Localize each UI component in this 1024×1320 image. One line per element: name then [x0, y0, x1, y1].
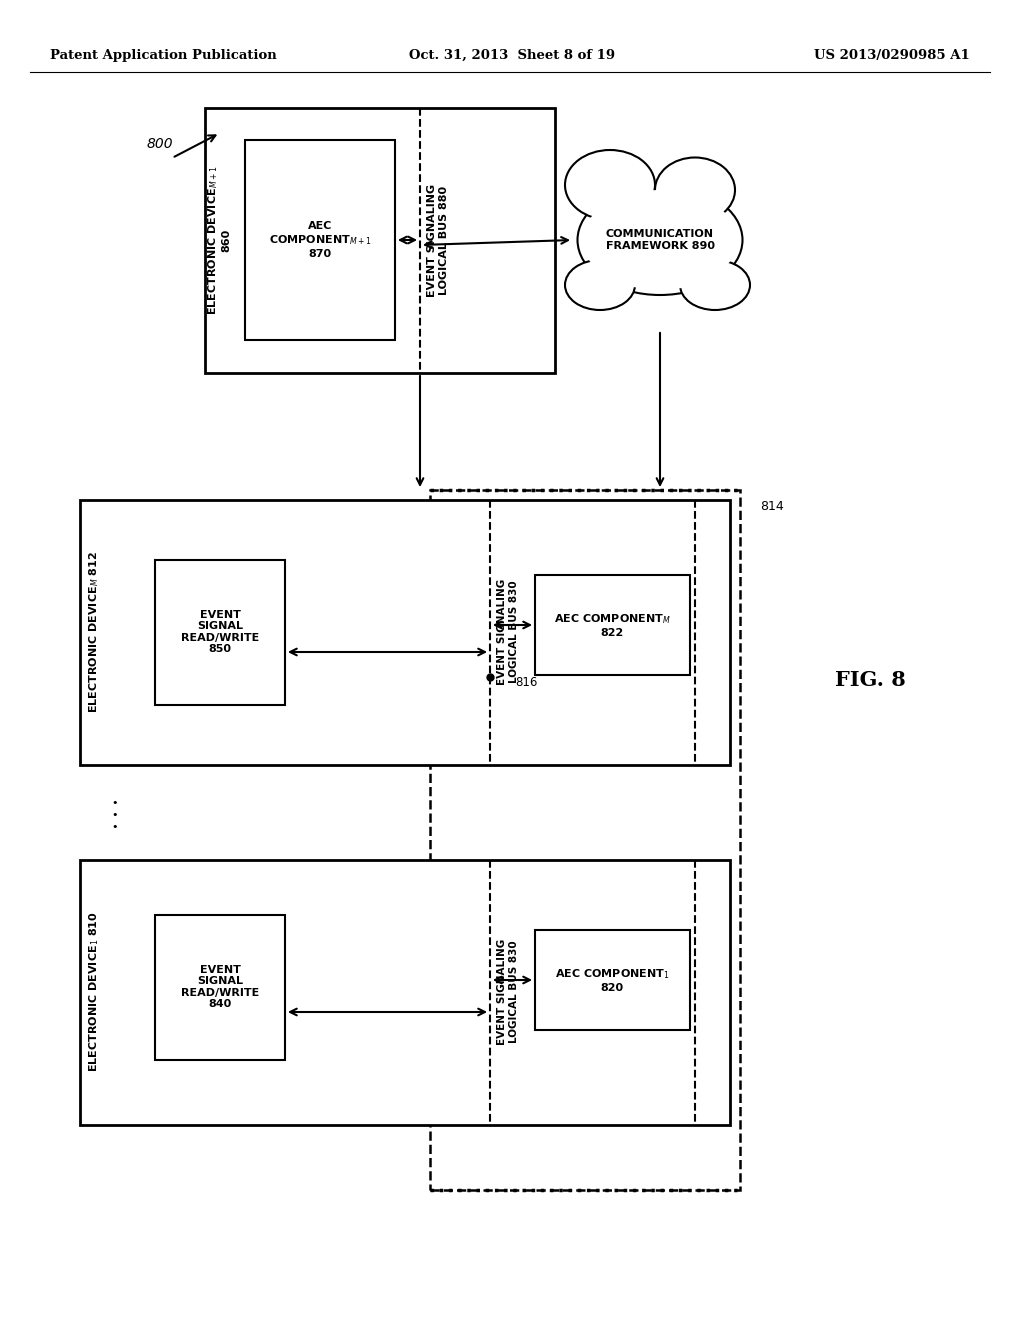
Bar [80, 861, 730, 1125]
Text: Oct. 31, 2013  Sheet 8 of 19: Oct. 31, 2013 Sheet 8 of 19 [409, 49, 615, 62]
Text: EVENT
SIGNAL
READ/WRITE
850: EVENT SIGNAL READ/WRITE 850 [181, 610, 259, 655]
Bar [205, 108, 555, 374]
Bar [535, 931, 690, 1030]
Text: EVENT SIGNALING
LOGICAL BUS 830: EVENT SIGNALING LOGICAL BUS 830 [498, 579, 519, 685]
Text: FIG. 8: FIG. 8 [835, 671, 905, 690]
Ellipse shape [565, 150, 655, 220]
Bar [535, 576, 690, 675]
Bar [430, 490, 740, 1191]
Text: ELECTRONIC DEVICE$_{M+1}$
860: ELECTRONIC DEVICE$_{M+1}$ 860 [206, 165, 231, 314]
Bar [155, 915, 285, 1060]
Ellipse shape [655, 157, 735, 223]
Text: EVENT SIGNALING
LOGICAL BUS 830: EVENT SIGNALING LOGICAL BUS 830 [498, 939, 519, 1045]
Text: AEC COMPONENT$_1$
820: AEC COMPONENT$_1$ 820 [555, 968, 670, 993]
Ellipse shape [583, 190, 737, 290]
Bar [80, 500, 730, 766]
Text: •
•
•: • • • [112, 799, 118, 832]
Bar [155, 560, 285, 705]
Ellipse shape [565, 260, 635, 310]
Text: EVENT
SIGNAL
READ/WRITE
840: EVENT SIGNAL READ/WRITE 840 [181, 965, 259, 1010]
Bar [245, 140, 395, 341]
Text: US 2013/0290985 A1: US 2013/0290985 A1 [814, 49, 970, 62]
Text: AEC
COMPONENT$_{M+1}$
870: AEC COMPONENT$_{M+1}$ 870 [268, 222, 372, 259]
Ellipse shape [578, 185, 742, 294]
Text: EVENT SIGNALING
LOGICAL BUS 880: EVENT SIGNALING LOGICAL BUS 880 [427, 183, 449, 297]
Text: Patent Application Publication: Patent Application Publication [50, 49, 276, 62]
Text: 814: 814 [760, 500, 783, 513]
Ellipse shape [680, 260, 750, 310]
Text: ELECTRONIC DEVICE$_1$ 810: ELECTRONIC DEVICE$_1$ 810 [87, 912, 101, 1072]
Text: AEC COMPONENT$_M$
822: AEC COMPONENT$_M$ 822 [554, 612, 671, 638]
Text: 816: 816 [515, 676, 538, 689]
Text: 800: 800 [147, 137, 174, 150]
Text: ELECTRONIC DEVICE$_M$ 812: ELECTRONIC DEVICE$_M$ 812 [87, 550, 101, 713]
Text: COMMUNICATION
FRAMEWORK 890: COMMUNICATION FRAMEWORK 890 [605, 230, 715, 251]
